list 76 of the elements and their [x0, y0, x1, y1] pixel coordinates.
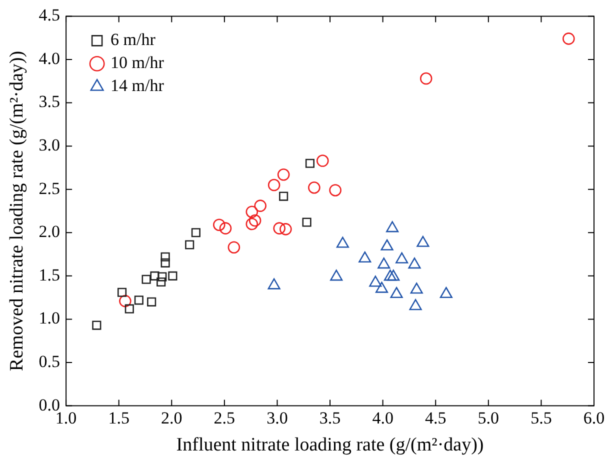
point: [386, 221, 399, 232]
point: [396, 252, 408, 264]
point: [160, 258, 170, 268]
x-tick-label: 3.0: [266, 408, 288, 428]
point: [375, 282, 388, 293]
point: [147, 297, 156, 306]
point: [369, 276, 382, 287]
x-axis-title: Influent nitrate loading rate (g/(m²·day)): [176, 434, 484, 456]
legend-label: 14 m/hr: [110, 76, 164, 96]
point: [416, 236, 430, 247]
x-tick-label: 1.5: [108, 408, 130, 428]
point: [384, 270, 396, 281]
y-tick-label: 3.0: [38, 136, 60, 155]
y-tick-label: 4.0: [38, 48, 60, 68]
point: [228, 241, 240, 254]
x-tick-label: 4.0: [372, 408, 394, 428]
point: [410, 282, 423, 294]
point: [117, 288, 127, 297]
legend-label: 6 m/hr: [110, 30, 156, 50]
point: [219, 222, 232, 234]
point: [387, 270, 400, 281]
point: [562, 32, 575, 45]
x-tick-label: 5.5: [530, 408, 552, 428]
x-tick-label: 5.0: [478, 408, 500, 428]
point: [302, 218, 312, 227]
point: [134, 296, 144, 305]
point: [150, 271, 160, 280]
point: [246, 206, 258, 218]
point: [142, 274, 151, 284]
point: [273, 222, 286, 234]
x-tick-label: 6.0: [583, 408, 605, 428]
point: [305, 158, 314, 168]
point: [160, 252, 170, 262]
point: [268, 178, 280, 192]
point: [168, 271, 178, 280]
point: [268, 278, 280, 290]
point: [119, 294, 132, 308]
point: [254, 200, 266, 212]
point: [124, 304, 134, 314]
y-tick-label: 1.0: [38, 308, 60, 328]
point: [279, 192, 288, 201]
legend-label: 10 m/hr: [110, 53, 164, 72]
point: [380, 239, 394, 250]
y-tick-label: 1.5: [38, 265, 60, 284]
point: [213, 218, 226, 232]
y-axis-title: Removed nitrate loading rate (g/(m²·day)): [6, 50, 28, 372]
point: [408, 258, 421, 269]
y-tick-label: 2.5: [38, 178, 60, 198]
point: [246, 218, 258, 230]
point: [191, 228, 200, 238]
y-tick-label: 2.0: [38, 222, 60, 242]
point: [248, 214, 262, 227]
point: [185, 240, 194, 250]
point: [358, 251, 372, 263]
y-tick-label: 3.5: [38, 92, 60, 112]
point: [330, 270, 343, 281]
point: [336, 236, 349, 248]
point: [158, 272, 167, 282]
x-tick-label: 2.0: [161, 408, 182, 428]
point: [420, 72, 432, 85]
point: [92, 320, 102, 330]
point: [308, 181, 320, 194]
x-tick-label: 4.5: [424, 408, 446, 428]
point: [277, 168, 290, 181]
x-tick-label: 2.5: [214, 408, 236, 428]
y-tick-label: 4.5: [38, 6, 60, 25]
point: [390, 286, 403, 298]
point: [409, 299, 422, 310]
x-tick-label: 3.5: [319, 408, 341, 428]
point: [329, 184, 342, 196]
point: [378, 258, 390, 269]
point: [316, 154, 329, 167]
point: [280, 223, 292, 236]
point: [156, 277, 166, 287]
y-tick-label: 0.5: [38, 352, 60, 371]
point: [440, 286, 452, 298]
